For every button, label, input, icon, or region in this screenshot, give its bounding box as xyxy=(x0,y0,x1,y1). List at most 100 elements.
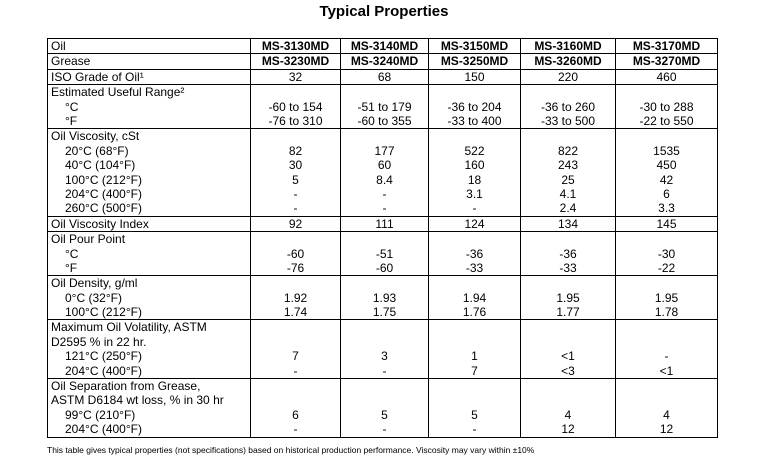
value-cell: -60 to 154 -76 to 310 xyxy=(250,84,341,130)
value: 32 xyxy=(288,69,303,84)
value: - xyxy=(382,186,387,201)
value: 111 xyxy=(375,216,394,231)
spacer xyxy=(432,276,517,290)
value-cell: 4 12 xyxy=(520,378,616,438)
value: 1.92 xyxy=(283,290,308,305)
value-cell: 220 xyxy=(520,68,616,86)
row-heading: D2595 % in 22 hr. xyxy=(51,334,147,349)
value: 150 xyxy=(464,69,485,84)
property-row: Maximum Oil Volatility, ASTM D2595 % in 2… xyxy=(47,319,718,380)
spacer xyxy=(254,335,337,349)
value: -36 to 204 xyxy=(447,99,502,114)
value-cell: - <1 xyxy=(615,319,718,380)
value: 1 xyxy=(471,349,478,364)
value-cell: 68 xyxy=(340,68,429,86)
value-cell: 822 243 25 4.1 2.4 xyxy=(520,128,616,217)
value: 822 xyxy=(557,143,579,158)
value: 25 xyxy=(561,172,575,187)
value: -36 to 260 xyxy=(540,99,596,114)
value-cell: 1.94 1.76 xyxy=(428,275,521,321)
spacer xyxy=(432,232,517,246)
value: 4 xyxy=(663,407,670,422)
row-label: Maximum Oil Volatility, ASTM D2595 % in 2… xyxy=(47,319,251,380)
value: - xyxy=(382,363,387,378)
value: 124 xyxy=(464,216,485,231)
title: Typical Properties xyxy=(319,3,449,20)
value: - xyxy=(472,201,477,216)
value: 7 xyxy=(292,349,299,364)
spacer xyxy=(254,232,337,246)
value: 145 xyxy=(656,216,677,231)
value-cell: 522 160 18 3.1- xyxy=(428,128,521,217)
line-label: 99°C (210°F) xyxy=(65,407,136,422)
spacer xyxy=(432,320,517,334)
spacer xyxy=(524,232,612,246)
line-label: 260°C (500°F) xyxy=(65,201,142,216)
value: 1.95 xyxy=(654,290,679,305)
value: 5 xyxy=(292,172,299,187)
value: - xyxy=(382,201,387,216)
spacer xyxy=(344,85,425,99)
value: 3.1 xyxy=(466,186,483,201)
value: 42 xyxy=(659,172,674,187)
product-name: MS-3270MD xyxy=(615,53,718,70)
spacer xyxy=(254,320,337,334)
property-row: Oil Viscosity Index 92 111 124 134 145 xyxy=(47,215,718,233)
spacer xyxy=(432,393,517,407)
value: 92 xyxy=(288,216,303,231)
value-cell: 145 xyxy=(615,215,718,233)
spacer xyxy=(619,85,714,99)
value-cell: -51 to 179 -60 to 355 xyxy=(340,84,429,130)
spacer xyxy=(524,85,612,99)
property-row: Estimated Useful Range² °C °F -60 to 154 -76… xyxy=(47,84,718,130)
product-row: Oil MS-3130MD MS-3140MD MS-3150MD MS-3160MD M… xyxy=(47,37,718,55)
spacer xyxy=(524,129,612,143)
value: - xyxy=(382,422,387,437)
value-cell: -30 to 288 -22 to 550 xyxy=(615,84,718,130)
value-cell: -36 to 204 -33 to 400 xyxy=(428,84,521,130)
value: <3 xyxy=(561,363,575,378)
value: 6 xyxy=(292,407,299,422)
value-cell: 1.95 1.78 xyxy=(615,275,718,321)
spacer xyxy=(432,379,517,393)
row-heading: Oil Viscosity, cSt xyxy=(51,129,140,144)
spacer xyxy=(619,320,714,334)
line-label: 20°C (68°F) xyxy=(65,143,129,158)
value: 7 xyxy=(471,363,478,378)
value: <1 xyxy=(659,363,674,378)
property-row: Oil Pour Point °C °F -60 -76 -51 -60 -36 -33 -36-… xyxy=(47,231,718,277)
value-cell: -36 -33 xyxy=(428,231,521,277)
value: -33 to 400 xyxy=(447,113,502,128)
value-cell: 3- xyxy=(340,319,429,380)
value: -60 xyxy=(375,260,394,275)
property-row: Oil Separation from Grease, ASTM D6184 wt… xyxy=(47,378,718,438)
line-label: ISO Grade of Oil¹ xyxy=(51,69,144,84)
spacer xyxy=(344,393,425,407)
value-cell: 1.92 1.74 xyxy=(250,275,341,321)
value: - xyxy=(664,349,669,364)
value: 460 xyxy=(656,69,677,84)
property-row: Oil Density, g/ml 0°C (32°F) 100°C (212°F)… xyxy=(47,275,718,321)
value: -60 to 154 xyxy=(268,99,323,114)
value: -30 xyxy=(657,246,676,261)
value-cell: 134 xyxy=(520,215,616,233)
table-body: Oil MS-3130MD MS-3140MD MS-3150MD MS-3160MD M… xyxy=(47,37,718,438)
value: 1.78 xyxy=(654,305,679,320)
spacer xyxy=(619,276,714,290)
spacer xyxy=(254,276,337,290)
value: - xyxy=(293,186,298,201)
row-label: ISO Grade of Oil¹ xyxy=(47,68,251,86)
product-name: MS-3160MD xyxy=(520,37,616,55)
row-label: Oil Density, g/ml 0°C (32°F) 100°C (212°F) xyxy=(47,275,251,321)
value-cell: 5- xyxy=(428,378,521,438)
spacer xyxy=(619,232,714,246)
spacer xyxy=(524,276,612,290)
product-name: MS-3130MD xyxy=(250,37,341,55)
product-name: MS-3260MD xyxy=(520,53,616,70)
row-heading: Estimated Useful Range² xyxy=(51,85,185,100)
value: 30 xyxy=(288,158,303,173)
line-label: 100°C (212°F) xyxy=(65,305,142,320)
value: 134 xyxy=(557,216,579,231)
value: -51 to 179 xyxy=(357,99,412,114)
